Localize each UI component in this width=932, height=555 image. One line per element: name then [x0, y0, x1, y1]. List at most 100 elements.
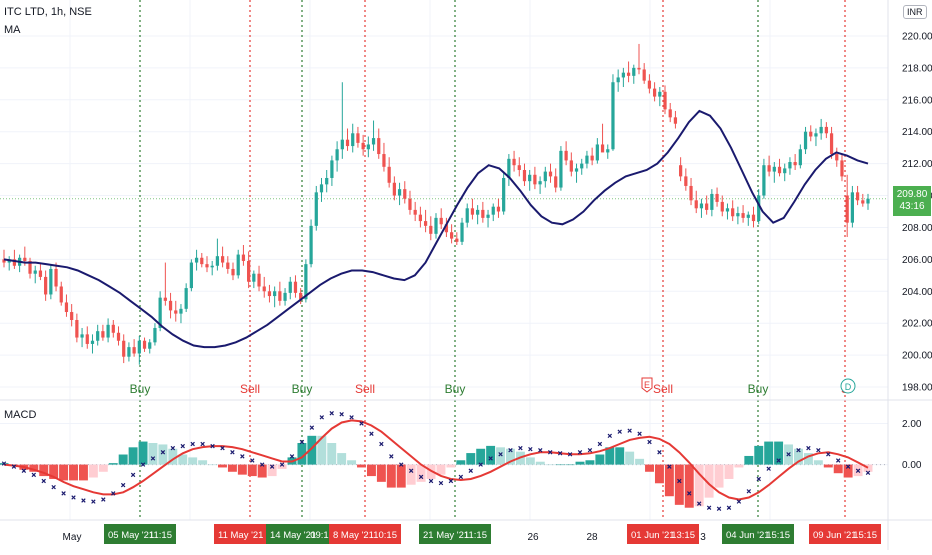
candle-body [288, 281, 292, 293]
candle-body [522, 170, 527, 182]
macd-histogram-bar [654, 464, 664, 484]
candle-body [189, 262, 193, 289]
candle-body [361, 142, 365, 150]
candle-body [731, 208, 735, 217]
macd-histogram-bar [406, 464, 416, 485]
candle-body [397, 189, 402, 196]
candle-body [356, 133, 360, 143]
macd-histogram-bar [466, 453, 476, 465]
date-badge-date: 09 Jun '21 [813, 530, 857, 541]
macd-point [677, 478, 682, 484]
macd-point [448, 478, 454, 484]
candle-body [70, 312, 74, 320]
candle-body [470, 208, 475, 215]
candle-body [855, 192, 860, 201]
candle-body [803, 131, 808, 150]
last-price-tag: 209.80 43:16 [893, 186, 931, 216]
candle-body [90, 340, 95, 344]
candle-body [382, 154, 386, 167]
candle-body [247, 260, 251, 282]
candle-body [465, 208, 469, 223]
macd-point [428, 478, 434, 484]
date-badge-bg [722, 524, 794, 544]
candle-body [283, 292, 287, 301]
macd-histogram-bar [823, 464, 833, 468]
macd-point [418, 474, 424, 480]
macd-point [230, 450, 235, 455]
macd-histogram-bar [684, 464, 694, 508]
macd-point [607, 433, 613, 439]
macd-point [538, 447, 543, 453]
signal-label-buy: Buy [445, 382, 466, 396]
candle-body [741, 213, 745, 218]
candle-body [767, 165, 771, 172]
candle-body [122, 340, 126, 357]
candle-body [252, 273, 256, 282]
candle-body [200, 257, 204, 265]
candle-body [762, 165, 766, 196]
macd-histogram-bar [843, 464, 853, 478]
macd-point [220, 445, 225, 451]
candle-body [111, 324, 115, 333]
macd-histogram-bar [813, 460, 823, 465]
macd-point [508, 447, 513, 453]
candle-body [226, 262, 230, 269]
earnings-marker-label: E [644, 380, 650, 390]
candle-body [12, 259, 17, 266]
macd-histogram-bar [585, 460, 595, 465]
candle-body [194, 257, 199, 263]
macd-indicator-label[interactable]: MACD [4, 409, 37, 421]
macd-histogram-bar [794, 448, 803, 465]
candle-body [783, 168, 787, 174]
candle-body [179, 308, 183, 314]
date-badge-date: 04 Jun '21 [726, 530, 770, 541]
time-tick-label: 28 [586, 532, 598, 543]
candle-body [101, 331, 105, 338]
macd-histogram-bar [59, 464, 69, 481]
macd-histogram-bar [396, 464, 406, 488]
candle-body [423, 221, 428, 226]
macd-point [667, 464, 672, 469]
candle-body [725, 208, 730, 212]
macd-point [369, 431, 374, 436]
macd-point [796, 447, 801, 453]
candle-body [861, 200, 865, 204]
macd-point [339, 412, 344, 417]
macd-point [766, 466, 771, 471]
date-badge-time: 13:15 [671, 530, 695, 541]
macd-point [528, 446, 533, 452]
candle-body [33, 270, 37, 274]
macd-histogram-bar [88, 464, 98, 478]
macd-histogram-bar [645, 464, 654, 472]
candle-body [548, 171, 553, 177]
earnings-marker: E [641, 377, 653, 393]
candle-body [746, 214, 750, 218]
macd-point [547, 450, 553, 455]
last-price-value: 209.80 [896, 189, 928, 200]
ma-indicator-label[interactable]: MA [4, 24, 21, 36]
currency-badge[interactable]: INR [903, 5, 927, 19]
macd-point [696, 501, 702, 506]
candle-body [304, 264, 308, 300]
macd-point [399, 462, 404, 467]
time-tick-label: 3 [700, 532, 706, 543]
candle-body [751, 214, 756, 222]
price-tick-label: 218.00 [902, 63, 932, 74]
candle-body [829, 133, 834, 155]
macd-point [746, 489, 752, 494]
macd-point [111, 491, 116, 496]
candle-body [569, 160, 573, 172]
macd-histogram-bar [108, 463, 118, 465]
macd-histogram-bar [208, 464, 218, 466]
price-tick-label: 216.00 [902, 95, 932, 106]
macd-point [706, 505, 712, 510]
candle-body [403, 189, 407, 199]
macd-histogram-bar [69, 464, 78, 481]
macd-histogram-bar [128, 447, 138, 465]
dividend-marker-label: D [845, 382, 852, 392]
candle-body [496, 206, 501, 212]
candle-body [564, 150, 568, 161]
candle-body [788, 162, 792, 169]
